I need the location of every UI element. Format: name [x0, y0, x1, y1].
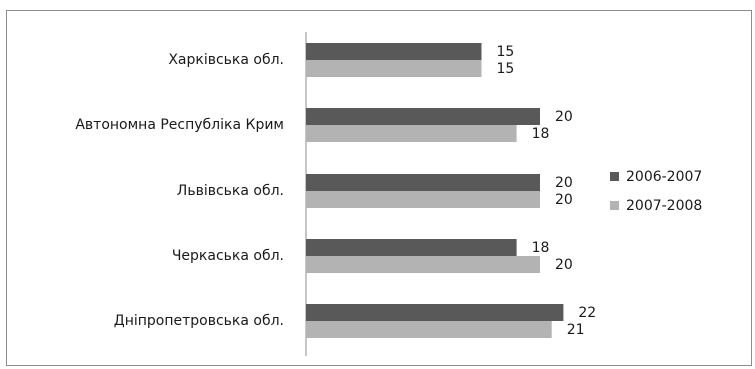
data-label: 20 — [555, 192, 573, 208]
bar-2006-2007-0 — [306, 43, 482, 60]
legend-swatch — [610, 201, 619, 210]
data-label: 22 — [578, 305, 596, 321]
data-label: 20 — [555, 175, 573, 191]
legend-label: 2007-2008 — [626, 198, 702, 214]
legend-swatch — [610, 172, 619, 181]
bar-2006-2007-3 — [306, 239, 517, 256]
bar-2007-2008-1 — [306, 125, 517, 142]
data-label: 18 — [532, 240, 550, 256]
bar-2007-2008-3 — [306, 256, 540, 273]
category-label: Черкаська обл. — [172, 248, 284, 264]
bar-2007-2008-2 — [306, 191, 540, 208]
legend: 2006-2007 2007-2008 — [610, 169, 702, 214]
data-label: 18 — [532, 126, 550, 142]
bar-2006-2007-2 — [306, 174, 540, 191]
data-label: 15 — [497, 61, 515, 77]
category-label: Автономна Республіка Крим — [75, 117, 284, 133]
bar-2006-2007-1 — [306, 108, 540, 125]
category-label: Дніпропетровська обл. — [114, 313, 284, 329]
bar-2006-2007-4 — [306, 304, 564, 321]
data-label: 15 — [497, 44, 515, 60]
data-label: 20 — [555, 109, 573, 125]
legend-label: 2006-2007 — [626, 169, 702, 185]
bar-2007-2008-4 — [306, 321, 552, 338]
category-label: Львівська обл. — [177, 183, 284, 199]
bar-2007-2008-0 — [306, 60, 482, 77]
data-label: 21 — [567, 322, 585, 338]
category-label: Харківська обл. — [168, 52, 284, 68]
data-label: 20 — [555, 257, 573, 273]
